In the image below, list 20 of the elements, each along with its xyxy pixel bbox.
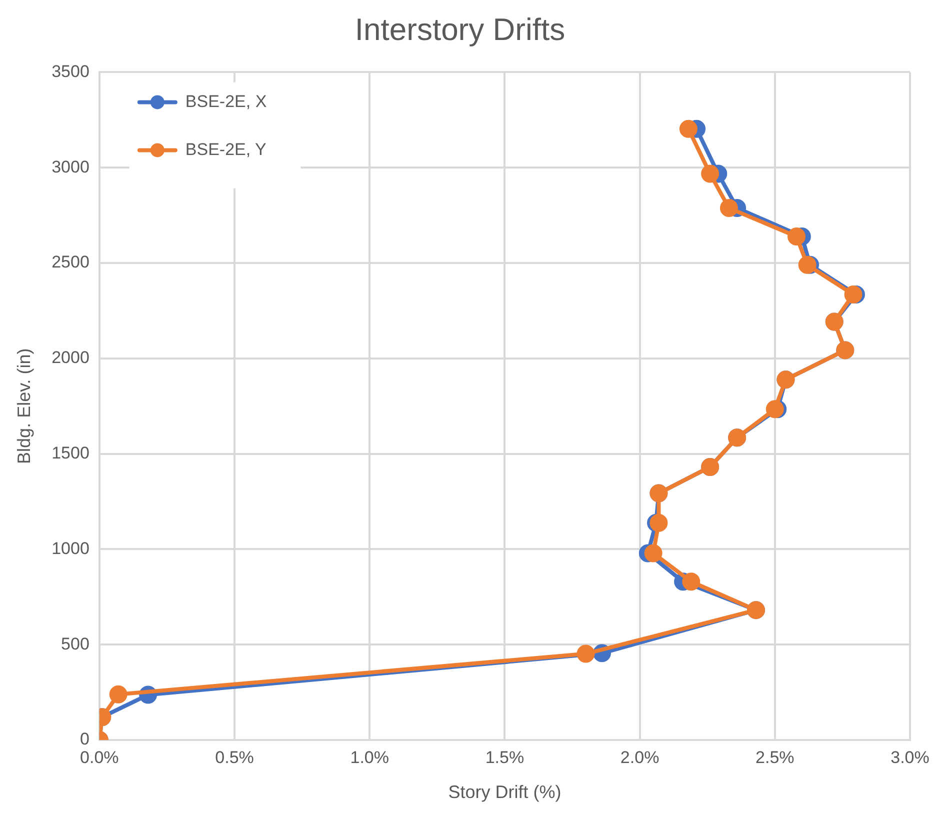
x-tick-label: 1.0%: [350, 748, 389, 767]
y-tick-label: 3000: [52, 157, 90, 176]
x-tick-label: 3.0%: [890, 748, 930, 767]
legend-label: BSE-2E, Y: [185, 140, 266, 159]
y-tick-label: 2000: [52, 348, 90, 368]
y-tick-label: 1500: [52, 443, 90, 462]
chart-title: Interstory Drifts: [354, 12, 566, 48]
y-tick-label: 2500: [52, 252, 90, 272]
x-tick-label: 0.0%: [80, 748, 119, 767]
x-tick-label: 2.0%: [620, 748, 660, 767]
x-tick-label: 0.5%: [215, 748, 254, 767]
x-axis-title: Story Drift (%): [448, 782, 562, 802]
x-tick-label: 1.5%: [485, 748, 524, 767]
x-tick-label: 2.5%: [756, 748, 794, 767]
legend-label: BSE-2E, X: [185, 92, 267, 111]
y-tick-label: 3500: [52, 62, 90, 81]
y-axis-title: Bldg. Elev. (in): [14, 348, 34, 464]
y-tick-label: 0: [80, 730, 90, 749]
y-tick-label: 500: [61, 634, 90, 654]
y-tick-label: 1000: [52, 538, 90, 558]
